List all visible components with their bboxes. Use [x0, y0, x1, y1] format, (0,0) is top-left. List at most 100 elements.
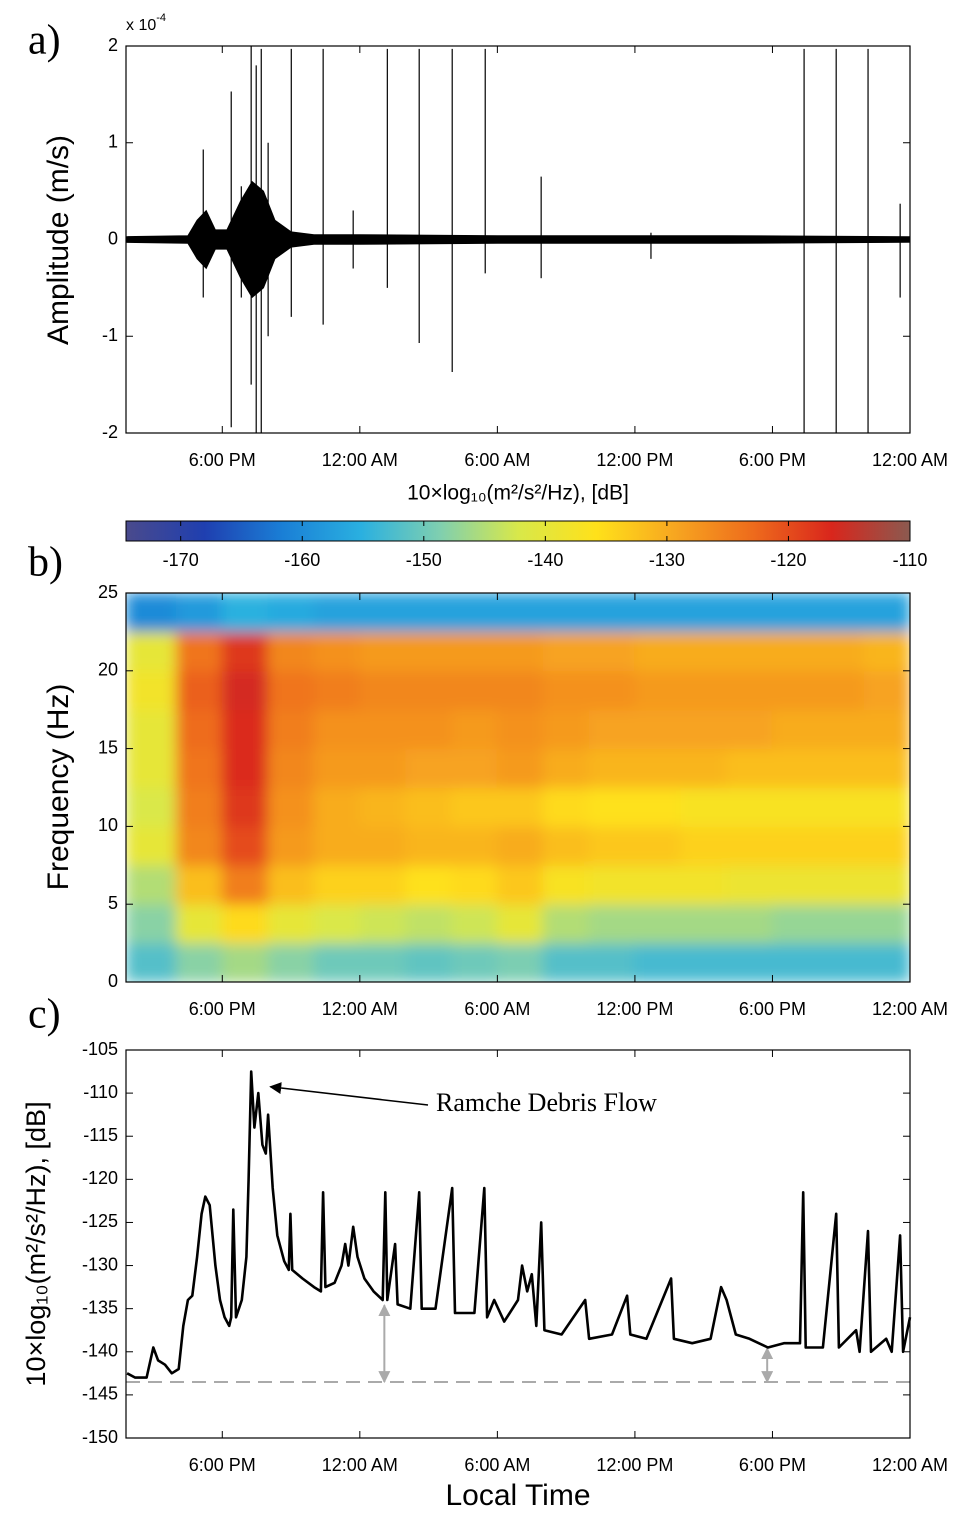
spectrogram-cell [359, 903, 407, 944]
spectrogram-cell [405, 864, 453, 905]
spectrogram-cell [451, 593, 498, 633]
colorbar [125, 520, 911, 542]
spectrogram-cell [313, 709, 361, 750]
spectrogram-cell [359, 864, 407, 905]
annotation: Ramche Debris Flow [436, 1088, 657, 1117]
spectrogram-cell [496, 903, 544, 944]
spectrogram-cell [542, 787, 590, 827]
spectrogram-cell [359, 709, 407, 750]
spectrogram-cell [405, 670, 453, 711]
spectrogram-cell [451, 942, 498, 982]
spectrogram-cell [126, 903, 177, 944]
spectrogram-cell [221, 825, 269, 866]
spectrogram-cell [126, 748, 177, 788]
spectrogram-cell [726, 593, 773, 633]
spectrogram-cell [496, 593, 544, 633]
psd-line [126, 1070, 912, 1379]
x-tick-label: 6:00 PM [189, 1455, 256, 1475]
spectrogram [126, 593, 910, 982]
spectrogram-cell [542, 593, 590, 633]
spectrogram-cell [771, 787, 819, 827]
noise-envelope [125, 180, 911, 240]
y-tick-label: 5 [108, 893, 118, 913]
spectrogram-cell [680, 787, 728, 827]
plot-frame [125, 45, 911, 434]
spectrogram-cell [405, 825, 453, 866]
spectrogram-cell [175, 825, 223, 866]
spectrogram-cell [863, 787, 910, 827]
spectrogram-cell [726, 709, 773, 750]
spectrogram-cell [221, 709, 269, 750]
spectrogram-cell [267, 748, 315, 788]
spectrogram-cell [313, 942, 361, 982]
spectrogram-cell [496, 748, 544, 788]
spectrogram-cell [359, 825, 407, 866]
y-tick-label: -150 [82, 1427, 118, 1447]
spectrogram-cell [175, 787, 223, 827]
x-tick-label: 12:00 AM [872, 450, 948, 470]
spectrogram-cell [496, 787, 544, 827]
spectrogram-cell [817, 748, 865, 788]
spectrogram-cell [863, 670, 910, 711]
spectrogram-cell [175, 942, 223, 982]
spectrogram-cell [126, 709, 177, 750]
x-tick-label: 6:00 AM [464, 999, 530, 1019]
spectrogram-cell [267, 631, 315, 672]
spectrogram-cell [451, 825, 498, 866]
spectrogram-cell [496, 709, 544, 750]
spectrogram-cell [126, 825, 177, 866]
spectrogram-cell [267, 942, 315, 982]
spectrogram-cell [863, 864, 910, 905]
spectrogram-cell [267, 864, 315, 905]
spectrogram-cell [542, 942, 590, 982]
spectrogram-cell [221, 631, 269, 672]
spectrogram-cell [451, 670, 498, 711]
panel-label: c) [28, 992, 61, 1038]
spectrogram-cell [634, 787, 682, 827]
x-tick-label: 6:00 PM [189, 450, 256, 470]
spectrogram-cells [126, 593, 910, 982]
spectrogram-cell [451, 903, 498, 944]
spectrogram-cell [267, 670, 315, 711]
spectrogram-cell [359, 631, 407, 672]
plot-frame [125, 1049, 911, 1439]
spectrogram-cell [405, 903, 453, 944]
spectrogram-cell [175, 631, 223, 672]
y-tick-label: 10 [98, 815, 118, 835]
y-tick-label: 15 [98, 737, 118, 757]
y-tick-label: -145 [82, 1384, 118, 1404]
spectrogram-cell [451, 787, 498, 827]
spectrogram-cell [221, 903, 269, 944]
spectrogram-cell [863, 593, 910, 633]
spectrogram-cell [726, 864, 773, 905]
spectrogram-cell [313, 825, 361, 866]
spectrogram-cell [726, 670, 773, 711]
spectrogram-cell [588, 593, 636, 633]
y-tick-label: 25 [98, 582, 118, 602]
spectrogram-cell [542, 864, 590, 905]
spectrogram-cell [267, 709, 315, 750]
spectrogram-cell [817, 631, 865, 672]
spectrogram-cell [175, 903, 223, 944]
x-tick-label: 12:00 AM [322, 450, 398, 470]
spectrogram-cell [634, 709, 682, 750]
spectrogram-cell [126, 593, 177, 633]
spectrogram-cell [588, 864, 636, 905]
spectrogram-cell [496, 670, 544, 711]
spectrogram-cell [771, 631, 819, 672]
spectrogram-cell [542, 709, 590, 750]
spectrogram-cell [863, 631, 910, 672]
spectrogram-cell [771, 709, 819, 750]
spectrogram-cell [634, 748, 682, 788]
spectrogram-cell [313, 903, 361, 944]
y-axis-label: 10×log₁₀(m²/s²/Hz), [dB] [21, 1101, 51, 1386]
spectrogram-cell [313, 593, 361, 633]
spectrogram-cell [726, 942, 773, 982]
multiplier-base: x 10 [126, 17, 156, 34]
spectrogram-cell [680, 709, 728, 750]
spectrogram-cell [359, 748, 407, 788]
spectrogram-cell [680, 593, 728, 633]
y-tick-label: -1 [102, 325, 118, 345]
spectrogram-cell [175, 748, 223, 788]
